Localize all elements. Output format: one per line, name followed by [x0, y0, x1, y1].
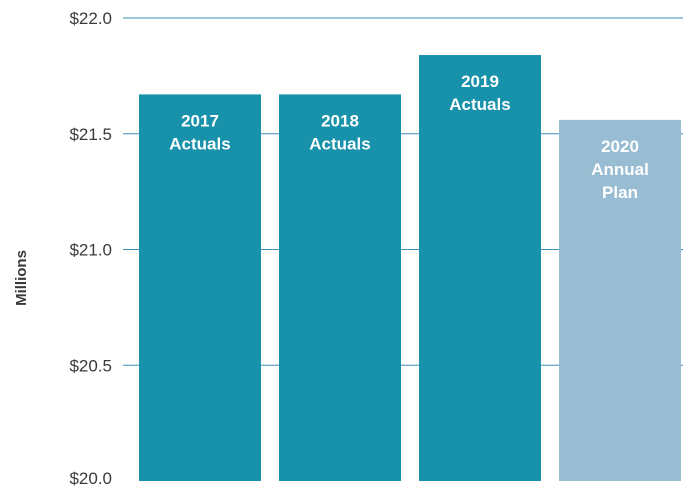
y-tick-label: $20.5 [69, 356, 112, 375]
bars: 2017 Actuals 2018 Actuals 2019 Actuals 2020 Ann… [139, 55, 681, 482]
y-tick-label: $21.0 [69, 241, 112, 260]
bar-label: 2020 Annual Plan [591, 137, 649, 202]
bar-label: 2017 Actuals [169, 111, 230, 153]
bar-label: 2018 Actuals [309, 111, 370, 153]
bar [419, 55, 541, 481]
bar-label: 2019 Actuals [449, 72, 510, 114]
y-tick-label: $20.0 [69, 469, 112, 487]
y-tick-label: $21.5 [69, 125, 112, 144]
y-axis-title: Millions [13, 250, 30, 306]
bar [139, 94, 261, 482]
y-tick-label: $22.0 [69, 9, 112, 28]
bar [279, 94, 401, 482]
y-tick-labels: $22.0 $21.5 $21.0 $20.5 $20.0 [69, 9, 112, 487]
bar [559, 119, 681, 482]
